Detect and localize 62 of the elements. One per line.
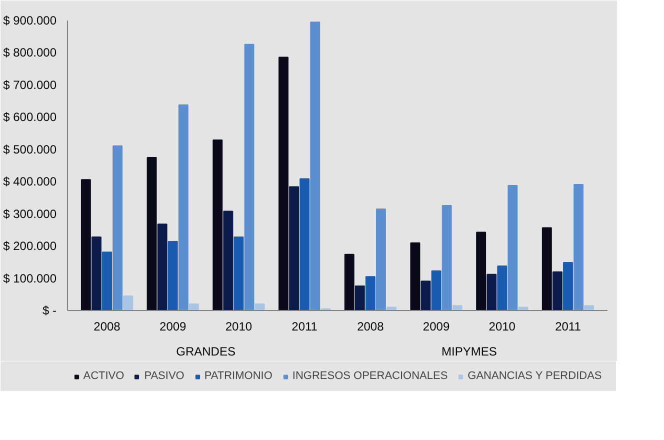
- bar: [486, 274, 497, 310]
- bar: [223, 210, 234, 310]
- bar: [80, 179, 91, 310]
- bar: [476, 232, 486, 310]
- legend-label: GANANCIAS Y PERDIDAS: [468, 370, 602, 382]
- legend-label: PASIVO: [144, 370, 184, 382]
- bar: [310, 22, 320, 310]
- y-tick-label: $ 600.000: [3, 110, 57, 124]
- text: MIPYMES: [442, 344, 497, 358]
- bar: [410, 242, 420, 310]
- legend-label: PATRIMONIO: [204, 370, 272, 382]
- x-tick-label: 2008: [357, 320, 384, 334]
- y-tick-label: $ 500.000: [3, 142, 57, 156]
- bar: [442, 204, 452, 310]
- bar: [123, 296, 134, 310]
- bar: [178, 104, 188, 310]
- bar: [234, 236, 244, 310]
- bar: [344, 254, 354, 310]
- bar: [112, 145, 123, 310]
- x-tick-label: 2010: [225, 320, 252, 334]
- text: GRANDES: [176, 344, 236, 358]
- bar: [574, 184, 584, 310]
- y-tick-label: $ 200.000: [3, 239, 57, 254]
- bar: [92, 236, 102, 310]
- x-tick-label: 2011: [292, 320, 318, 334]
- x-tick-label: 2009: [422, 320, 450, 334]
- x-tick-label: 2008: [94, 320, 121, 334]
- y-tick-label: $ 900.000: [3, 14, 57, 28]
- bar: [102, 252, 112, 310]
- y-tick-label: $ 100.000: [3, 271, 57, 286]
- x-tick-label: 2011: [555, 320, 582, 334]
- y-tick-label: $ 800.000: [3, 46, 57, 60]
- bar: [376, 208, 386, 310]
- bar: [146, 156, 157, 310]
- bar: [508, 184, 518, 310]
- bar: [497, 266, 508, 310]
- y-tick-label: $ -: [42, 304, 57, 318]
- bar: [542, 227, 552, 310]
- bar: [452, 305, 462, 310]
- bar: [289, 186, 300, 310]
- bar: [431, 270, 442, 310]
- x-tick-label: 2009: [160, 320, 187, 334]
- bar: [278, 56, 288, 310]
- bar: [254, 304, 265, 310]
- bar: [157, 224, 168, 310]
- bar: [584, 305, 594, 310]
- bar: [365, 276, 376, 310]
- legend-label: INGRESOS OPERACIONALES: [292, 370, 448, 382]
- bar: [552, 271, 562, 310]
- bar: [212, 140, 223, 310]
- bar: [563, 262, 573, 310]
- y-tick-label: $ 300.000: [3, 206, 57, 221]
- bar: [354, 286, 365, 310]
- y-tick-label: $ 400.000: [3, 174, 57, 189]
- bar: [300, 178, 310, 310]
- legend-label: ACTIVO: [83, 370, 124, 382]
- x-tick-label: 2010: [488, 320, 516, 334]
- bar: [168, 241, 178, 310]
- bar: [244, 44, 254, 310]
- bar: [420, 280, 431, 310]
- bar: [188, 304, 199, 310]
- y-tick-label: $ 700.000: [3, 78, 57, 92]
